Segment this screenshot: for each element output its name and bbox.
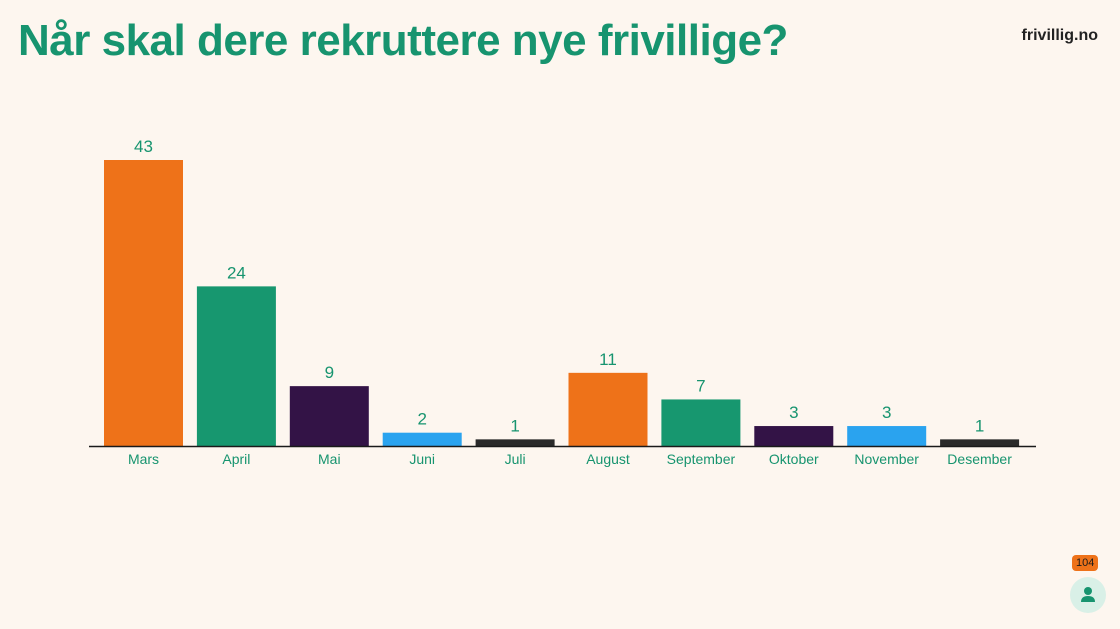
participant-count-badge: 104 xyxy=(1072,555,1099,571)
x-tick-label-september: September xyxy=(667,451,736,467)
data-label-desember: 1 xyxy=(975,416,984,435)
data-label-oktober: 3 xyxy=(789,403,798,422)
data-label-juni: 2 xyxy=(417,410,426,429)
data-label-mai: 9 xyxy=(325,363,334,382)
bar-november xyxy=(847,426,927,446)
data-label-mars: 43 xyxy=(134,137,153,156)
page-title: Når skal dere rekruttere nye frivillige? xyxy=(18,16,788,65)
bar-mars xyxy=(104,160,183,446)
x-tick-label-desember: Desember xyxy=(947,451,1012,467)
participants-button[interactable]: 104 xyxy=(1070,555,1106,613)
x-tick-label-august: August xyxy=(586,451,630,467)
x-tick-label-november: November xyxy=(854,451,919,467)
bar-oktober xyxy=(754,426,834,446)
bar-juli xyxy=(475,439,555,446)
data-label-april: 24 xyxy=(227,263,246,282)
data-label-november: 3 xyxy=(882,403,891,422)
x-tick-label-oktober: Oktober xyxy=(769,451,819,467)
x-tick-label-april: April xyxy=(222,451,250,467)
x-tick-label-mai: Mai xyxy=(318,451,341,467)
x-tick-label-juni: Juni xyxy=(409,451,435,467)
data-label-august: 11 xyxy=(599,350,617,369)
data-label-juli: 1 xyxy=(510,416,519,435)
bar-september xyxy=(661,399,741,446)
data-label-september: 7 xyxy=(696,376,705,395)
bar-april xyxy=(196,286,276,446)
bar-mai xyxy=(289,386,369,446)
x-tick-label-mars: Mars xyxy=(128,451,159,467)
brand-logo: frivillig.no xyxy=(1021,27,1098,44)
x-tick-label-juli: Juli xyxy=(505,451,526,467)
bar-juni xyxy=(382,432,462,446)
bar-august xyxy=(568,372,648,446)
bar-desember xyxy=(940,439,1020,446)
person-icon xyxy=(1081,587,1095,602)
